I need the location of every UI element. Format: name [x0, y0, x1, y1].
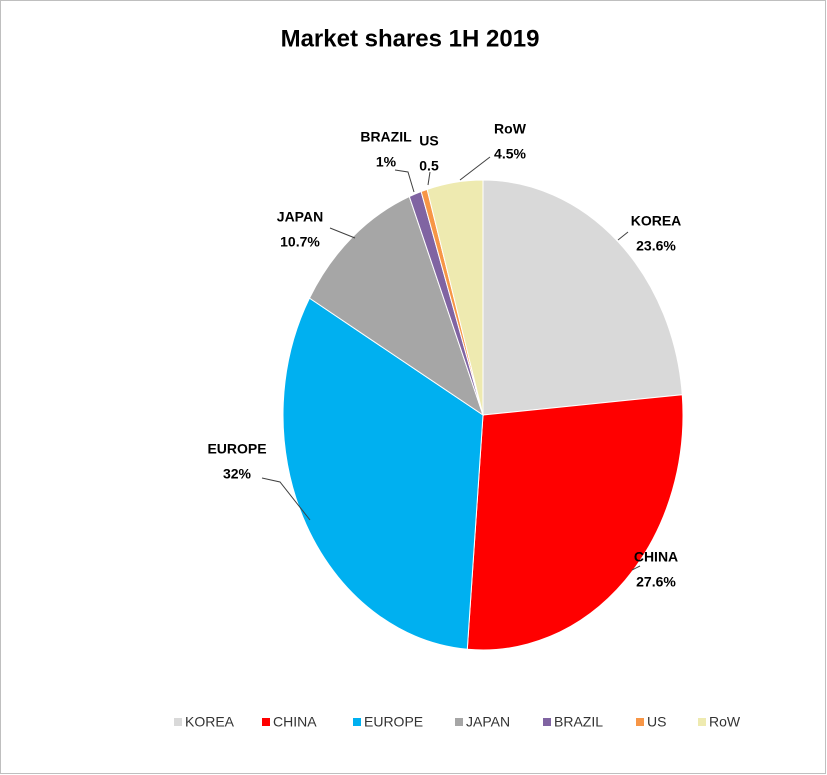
- data-label-value: 4.5%: [494, 146, 526, 162]
- legend-label: US: [647, 714, 666, 730]
- data-label-value: 23.6%: [636, 238, 676, 254]
- legend-swatch: [353, 718, 361, 726]
- legend-label: CHINA: [273, 714, 317, 730]
- pie-slice: [426, 179, 484, 416]
- leader-line: [261, 477, 311, 521]
- data-label-value: 1%: [376, 154, 397, 170]
- pie-slice: [466, 394, 684, 651]
- legend-swatch: [636, 718, 644, 726]
- leader-line: [631, 565, 641, 571]
- data-label-name: RoW: [494, 121, 527, 137]
- legend-swatch: [698, 718, 706, 726]
- pie-slice: [282, 297, 484, 650]
- data-label-name: BRAZIL: [360, 129, 412, 145]
- legend-swatch: [455, 718, 463, 726]
- leader-line: [459, 156, 491, 181]
- legend-label: EUROPE: [364, 714, 423, 730]
- legend-label: RoW: [709, 714, 741, 730]
- legend-swatch: [262, 718, 270, 726]
- data-label-name: JAPAN: [277, 209, 323, 225]
- legend-label: BRAZIL: [554, 714, 603, 730]
- leader-line: [427, 171, 431, 186]
- data-label-value: 0.5: [419, 158, 439, 174]
- pie-slice: [308, 195, 484, 417]
- data-label-value: 27.6%: [636, 574, 676, 590]
- data-label-name: EUROPE: [207, 441, 266, 457]
- leader-line: [617, 231, 629, 241]
- leader-line: [394, 169, 415, 193]
- data-label-name: US: [419, 133, 438, 149]
- legend-swatch: [174, 718, 182, 726]
- leader-line: [329, 227, 356, 239]
- chart-title: Market shares 1H 2019: [281, 25, 540, 52]
- data-label-value: 10.7%: [280, 234, 320, 250]
- data-label-name: CHINA: [634, 549, 678, 565]
- pie-slice: [482, 179, 683, 416]
- data-label-value: 32%: [223, 466, 252, 482]
- legend-label: KOREA: [185, 714, 235, 730]
- legend-label: JAPAN: [466, 714, 510, 730]
- legend-swatch: [543, 718, 551, 726]
- data-label-name: KOREA: [631, 213, 682, 229]
